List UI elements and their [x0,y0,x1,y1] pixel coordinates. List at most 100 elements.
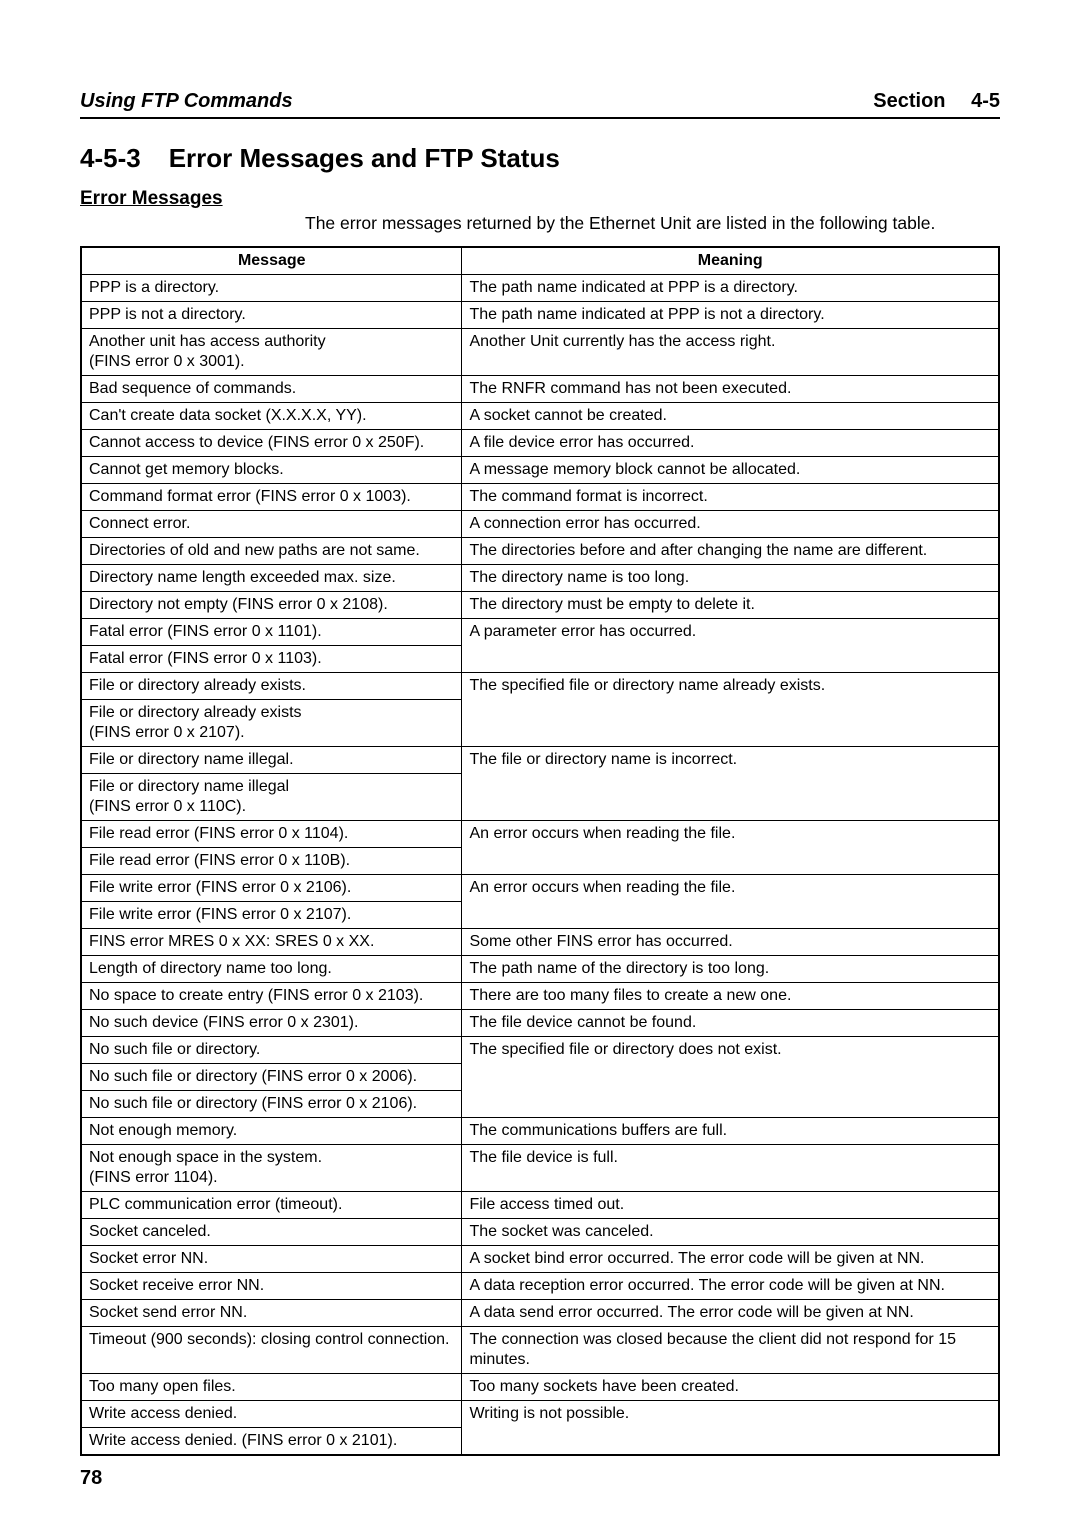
table-row: File write error (FINS error 0 x 2106).A… [81,874,999,901]
message-cell: PLC communication error (timeout). [81,1191,462,1218]
section-heading: 4-5-3 Error Messages and FTP Status [80,143,1000,174]
message-cell: Socket canceled. [81,1218,462,1245]
message-cell: Write access denied. [81,1400,462,1427]
header-right: Section 4-5 [873,90,1000,113]
meaning-cell: The socket was canceled. [462,1218,999,1245]
table-row: Not enough memory.The communications buf… [81,1117,999,1144]
meaning-cell: The file or directory name is incorrect. [462,746,999,820]
meaning-cell: The specified file or directory name alr… [462,672,999,746]
meaning-cell: The communications buffers are full. [462,1117,999,1144]
meaning-cell: The command format is incorrect. [462,483,999,510]
meaning-cell: The specified file or directory does not… [462,1036,999,1117]
page-container: Using FTP Commands Section 4-5 4-5-3 Erro… [0,0,1080,1528]
table-row: PPP is a directory.The path name indicat… [81,274,999,301]
table-header-row: Message Meaning [81,247,999,275]
table-row: Directories of old and new paths are not… [81,537,999,564]
message-cell: No such file or directory (FINS error 0 … [81,1063,462,1090]
message-cell: Not enough space in the system. (FINS er… [81,1144,462,1191]
message-cell: Connect error. [81,510,462,537]
message-cell: Bad sequence of commands. [81,375,462,402]
header-right-num: 4-5 [971,90,1000,112]
error-messages-table: Message Meaning PPP is a directory.The p… [80,246,1000,1456]
message-cell: Socket send error NN. [81,1299,462,1326]
meaning-cell: An error occurs when reading the file. [462,820,999,874]
page-number: 78 [80,1467,102,1490]
meaning-cell: The path name of the directory is too lo… [462,955,999,982]
table-row: Bad sequence of commands.The RNFR comman… [81,375,999,402]
error-messages-subheading: Error Messages [80,188,1000,210]
message-cell: PPP is a directory. [81,274,462,301]
meaning-cell: The directory must be empty to delete it… [462,591,999,618]
message-cell: Socket receive error NN. [81,1272,462,1299]
message-cell: Cannot access to device (FINS error 0 x … [81,429,462,456]
table-row: Socket receive error NN.A data reception… [81,1272,999,1299]
meaning-cell: A data reception error occurred. The err… [462,1272,999,1299]
table-row: Too many open files.Too many sockets hav… [81,1373,999,1400]
message-cell: Write access denied. (FINS error 0 x 210… [81,1427,462,1455]
message-cell: PPP is not a directory. [81,301,462,328]
meaning-cell: File access timed out. [462,1191,999,1218]
table-row: No space to create entry (FINS error 0 x… [81,982,999,1009]
message-cell: File read error (FINS error 0 x 1104). [81,820,462,847]
meaning-cell: A data send error occurred. The error co… [462,1299,999,1326]
meaning-cell: The RNFR command has not been executed. [462,375,999,402]
table-row: Cannot access to device (FINS error 0 x … [81,429,999,456]
meaning-cell: A connection error has occurred. [462,510,999,537]
table-row: Cannot get memory blocks.A message memor… [81,456,999,483]
meaning-cell: There are too many files to create a new… [462,982,999,1009]
meaning-cell: A parameter error has occurred. [462,618,999,672]
table-row: Can't create data socket (X.X.X.X, YY).A… [81,402,999,429]
col-header-message: Message [81,247,462,275]
message-cell: Cannot get memory blocks. [81,456,462,483]
header-right-prefix: Section [873,90,945,112]
table-row: Another unit has access authority (FINS … [81,328,999,375]
message-cell: Socket error NN. [81,1245,462,1272]
meaning-cell: The connection was closed because the cl… [462,1326,999,1373]
table-row: Fatal error (FINS error 0 x 1101).A para… [81,618,999,645]
meaning-cell: The file device cannot be found. [462,1009,999,1036]
message-cell: Directories of old and new paths are not… [81,537,462,564]
table-row: File read error (FINS error 0 x 1104).An… [81,820,999,847]
col-header-meaning: Meaning [462,247,999,275]
table-row: PPP is not a directory.The path name ind… [81,301,999,328]
message-cell: File or directory name illegal (FINS err… [81,773,462,820]
table-row: File or directory already exists.The spe… [81,672,999,699]
message-cell: Fatal error (FINS error 0 x 1101). [81,618,462,645]
message-cell: Can't create data socket (X.X.X.X, YY). [81,402,462,429]
table-row: Length of directory name too long.The pa… [81,955,999,982]
meaning-cell: The directory name is too long. [462,564,999,591]
table-row: Not enough space in the system. (FINS er… [81,1144,999,1191]
message-cell: Too many open files. [81,1373,462,1400]
table-row: No such device (FINS error 0 x 2301).The… [81,1009,999,1036]
table-row: Write access denied.Writing is not possi… [81,1400,999,1427]
message-cell: Directory name length exceeded max. size… [81,564,462,591]
header-left: Using FTP Commands [80,90,293,113]
message-cell: Command format error (FINS error 0 x 100… [81,483,462,510]
message-cell: File write error (FINS error 0 x 2106). [81,874,462,901]
message-cell: Length of directory name too long. [81,955,462,982]
message-cell: File read error (FINS error 0 x 110B). [81,847,462,874]
meaning-cell: Some other FINS error has occurred. [462,928,999,955]
message-cell: File or directory already exists. [81,672,462,699]
table-row: Directory not empty (FINS error 0 x 2108… [81,591,999,618]
running-header: Using FTP Commands Section 4-5 [80,90,1000,119]
table-row: Timeout (900 seconds): closing control c… [81,1326,999,1373]
table-row: File or directory name illegal.The file … [81,746,999,773]
message-cell: Not enough memory. [81,1117,462,1144]
meaning-cell: An error occurs when reading the file. [462,874,999,928]
message-cell: No such file or directory. [81,1036,462,1063]
meaning-cell: A socket bind error occurred. The error … [462,1245,999,1272]
section-number: 4-5-3 [80,143,141,174]
table-row: Command format error (FINS error 0 x 100… [81,483,999,510]
message-cell: No such device (FINS error 0 x 2301). [81,1009,462,1036]
meaning-cell: The path name indicated at PPP is not a … [462,301,999,328]
message-cell: FINS error MRES 0 x XX: SRES 0 x XX. [81,928,462,955]
section-title: Error Messages and FTP Status [169,143,560,173]
meaning-cell: Another Unit currently has the access ri… [462,328,999,375]
meaning-cell: A file device error has occurred. [462,429,999,456]
table-row: Directory name length exceeded max. size… [81,564,999,591]
table-row: Socket error NN.A socket bind error occu… [81,1245,999,1272]
meaning-cell: The path name indicated at PPP is a dire… [462,274,999,301]
message-cell: Timeout (900 seconds): closing control c… [81,1326,462,1373]
table-row: No such file or directory.The specified … [81,1036,999,1063]
